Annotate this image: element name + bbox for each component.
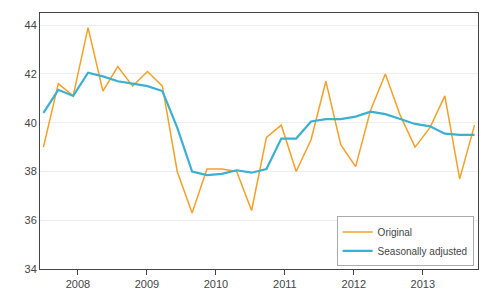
svg-text:2011: 2011: [273, 278, 297, 290]
svg-text:34: 34: [25, 263, 37, 275]
svg-text:2012: 2012: [342, 278, 366, 290]
svg-text:38: 38: [25, 165, 37, 177]
svg-text:Seasonally adjusted: Seasonally adjusted: [378, 246, 468, 257]
svg-text:2009: 2009: [135, 278, 159, 290]
svg-text:36: 36: [25, 214, 37, 226]
svg-text:2013: 2013: [411, 278, 435, 290]
svg-text:Original: Original: [378, 227, 412, 238]
svg-text:42: 42: [25, 68, 37, 80]
svg-text:44: 44: [25, 19, 37, 31]
svg-text:2010: 2010: [204, 278, 228, 290]
svg-text:2008: 2008: [66, 278, 90, 290]
svg-text:40: 40: [25, 117, 37, 129]
